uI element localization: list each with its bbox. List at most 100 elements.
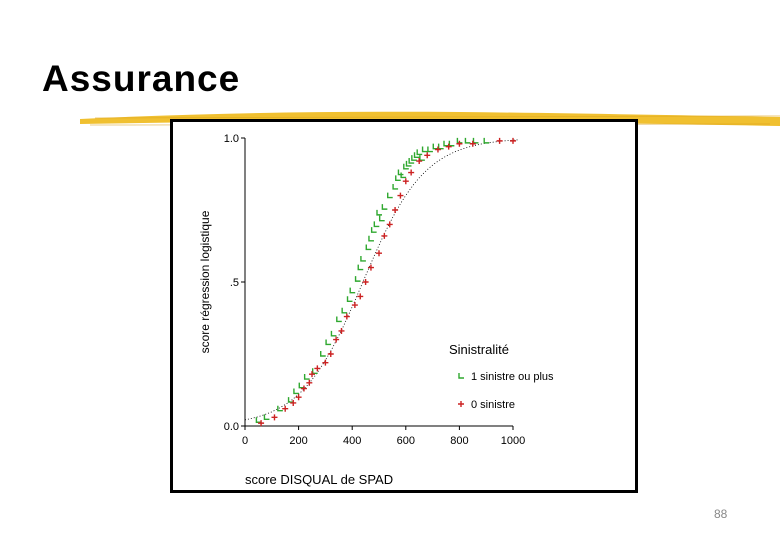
data-point: [309, 371, 315, 378]
data-point: [351, 302, 358, 309]
data-point: [325, 339, 332, 346]
legend-title: Sinistralité: [449, 342, 509, 357]
legend-marker: [458, 401, 464, 407]
data-point: [403, 163, 409, 170]
scatter-chart: 0 200 400 600 800 1000 0.0 .5 1.0 score DISQUAL d…: [198, 133, 554, 487]
data-point: [314, 365, 321, 372]
data-point: [338, 327, 345, 334]
data-point: [448, 140, 455, 147]
legend-entry-label: 1 sinistre ou plus: [471, 371, 554, 383]
data-point: [277, 405, 283, 412]
data-point: [387, 192, 393, 199]
data-point: [293, 388, 299, 395]
data-point: [411, 155, 417, 161]
slide-title: Assurance: [42, 58, 241, 99]
data-point: [346, 296, 353, 302]
data-point: [295, 394, 302, 401]
data-point: [255, 417, 262, 423]
x-tick-label: 600: [397, 435, 415, 447]
legend: Sinistralité 1 sinistre ou plus 0 sinistre: [449, 342, 554, 411]
data-point: [282, 405, 289, 412]
data-point: [400, 172, 407, 179]
data-point: [354, 276, 361, 282]
data-point: [392, 207, 399, 213]
data-point: [405, 160, 412, 167]
data-marks: [255, 137, 516, 427]
x-tick-label: 200: [289, 435, 307, 447]
x-tick-label: 400: [343, 435, 361, 447]
data-point: [427, 146, 433, 153]
data-point: [434, 146, 441, 153]
data-point: [263, 414, 270, 421]
data-point: [381, 232, 388, 239]
y-tick-label: 1.0: [224, 133, 239, 145]
data-point: [336, 316, 342, 323]
data-point: [408, 158, 415, 164]
data-point: [413, 152, 420, 158]
data-point: [445, 143, 452, 150]
data-point: [362, 279, 369, 285]
legend-marker: [458, 373, 464, 379]
data-point: [320, 351, 326, 357]
page-number: 88: [714, 507, 728, 521]
data-point: [469, 140, 476, 147]
data-point: [290, 399, 297, 406]
data-point: [510, 137, 516, 144]
data-point: [376, 209, 382, 216]
data-point: [472, 137, 479, 144]
data-point: [496, 137, 503, 144]
legend-entry-label: 0 sinistre: [471, 399, 515, 411]
data-point: [330, 330, 337, 337]
x-tick-label: 1000: [501, 435, 525, 447]
y-axis-label: score régression logistique: [198, 210, 212, 353]
x-tick-label: 0: [242, 435, 248, 447]
data-point: [343, 313, 350, 320]
data-point: [416, 158, 423, 165]
y-tick-label: .5: [230, 277, 239, 289]
data-point: [373, 221, 380, 228]
data-point: [303, 374, 310, 380]
data-point: [349, 287, 356, 294]
data-point: [456, 140, 463, 147]
data-point: [370, 227, 377, 233]
axes: 0 200 400 600 800 1000 0.0 .5 1.0 score DISQUAL d…: [198, 133, 525, 487]
data-point: [402, 178, 409, 185]
data-point: [360, 255, 366, 262]
data-point: [300, 385, 307, 392]
data-point: [386, 221, 393, 228]
data-point: [298, 382, 305, 389]
data-point: [306, 379, 313, 386]
chart-frame: 0 200 400 600 800 1000 0.0 .5 1.0 score DISQUAL d…: [170, 119, 638, 493]
data-point: [483, 137, 490, 144]
data-point: [443, 140, 449, 147]
y-tick-label: 0.0: [224, 421, 239, 433]
x-tick-label: 800: [450, 435, 468, 447]
data-point: [365, 244, 372, 251]
data-point: [456, 137, 463, 144]
data-point: [322, 359, 329, 366]
data-point: [437, 143, 444, 150]
data-point: [408, 169, 415, 176]
data-point: [258, 420, 265, 427]
data-point: [287, 397, 294, 403]
data-point: [327, 351, 334, 357]
data-point: [419, 155, 425, 161]
data-point: [378, 215, 385, 222]
data-point: [333, 336, 340, 343]
data-point: [357, 264, 364, 271]
data-point: [424, 152, 431, 159]
data-point: [421, 146, 428, 153]
data-point: [392, 183, 399, 190]
data-point: [381, 204, 388, 210]
data-point: [376, 250, 382, 257]
x-axis-label: score DISQUAL de SPAD: [245, 472, 393, 487]
data-point: [464, 137, 471, 144]
data-point: [368, 235, 374, 242]
data-point: [395, 175, 401, 182]
data-point: [397, 192, 404, 199]
data-point: [367, 264, 374, 271]
data-point: [357, 293, 364, 300]
data-point: [432, 143, 439, 150]
data-point: [271, 414, 278, 421]
data-point: [341, 307, 348, 314]
